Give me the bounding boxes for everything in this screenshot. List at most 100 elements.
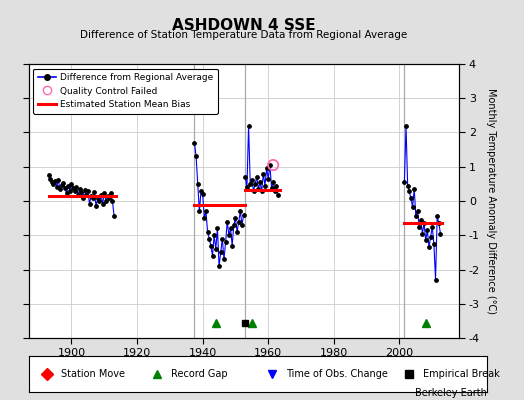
Point — [82, 192, 91, 198]
Point — [236, 208, 245, 214]
Point — [415, 224, 423, 230]
Point — [223, 218, 232, 225]
Point — [226, 225, 235, 232]
Point — [72, 184, 81, 190]
Point — [238, 222, 246, 228]
Point — [205, 236, 213, 242]
Point — [220, 256, 228, 262]
Text: Berkeley Earth: Berkeley Earth — [416, 388, 487, 398]
Point — [253, 174, 261, 180]
Point — [216, 249, 225, 256]
Point — [192, 153, 200, 160]
Point — [407, 195, 415, 202]
Point — [228, 242, 236, 249]
Point — [256, 179, 264, 185]
Point — [233, 229, 241, 235]
Point — [92, 203, 100, 209]
Point — [61, 185, 69, 191]
Point — [244, 122, 253, 129]
Point — [206, 242, 215, 249]
Point — [405, 188, 413, 195]
Point — [269, 179, 277, 185]
Point — [93, 195, 102, 202]
Point — [421, 237, 430, 244]
Point — [46, 176, 54, 182]
Point — [54, 177, 62, 184]
Point — [89, 195, 97, 202]
Point — [199, 191, 207, 197]
Point — [102, 198, 110, 204]
Point — [235, 218, 243, 225]
Point — [97, 192, 105, 198]
Y-axis label: Monthly Temperature Anomaly Difference (°C): Monthly Temperature Anomaly Difference (… — [486, 88, 496, 314]
Point — [203, 229, 212, 235]
Point — [90, 189, 99, 196]
Point — [213, 225, 222, 232]
Point — [436, 230, 445, 237]
Point — [428, 224, 436, 230]
Point — [99, 200, 107, 207]
Point — [105, 195, 113, 202]
Point — [58, 181, 66, 188]
Text: ASHDOWN 4 SSE: ASHDOWN 4 SSE — [172, 18, 315, 33]
Point — [197, 188, 205, 194]
Text: Empirical Break: Empirical Break — [423, 369, 500, 379]
Point — [230, 222, 238, 228]
Point — [218, 236, 226, 242]
Point — [75, 186, 84, 192]
Text: Time of Obs. Change: Time of Obs. Change — [286, 369, 387, 379]
Point — [64, 182, 72, 189]
Point — [215, 263, 223, 269]
Point — [239, 212, 248, 218]
Point — [254, 186, 263, 192]
Point — [95, 198, 104, 204]
Point — [51, 178, 59, 184]
Point — [410, 186, 418, 192]
Point — [222, 239, 230, 245]
Point — [431, 276, 440, 283]
Point — [261, 182, 269, 189]
Point — [249, 188, 258, 194]
Point — [266, 162, 274, 168]
Point — [434, 220, 443, 226]
Point — [106, 190, 115, 197]
Point — [418, 230, 427, 237]
Point — [241, 174, 249, 180]
Point — [269, 162, 277, 168]
Point — [400, 179, 409, 185]
Point — [71, 188, 79, 195]
Point — [231, 215, 239, 221]
Text: Station Move: Station Move — [61, 369, 125, 379]
Point — [193, 181, 202, 187]
Point — [420, 220, 428, 226]
Point — [270, 188, 279, 195]
Point — [259, 170, 268, 177]
Point — [49, 181, 58, 187]
Point — [209, 253, 217, 259]
Point — [257, 188, 266, 195]
Legend: Difference from Regional Average, Quality Control Failed, Estimated Station Mean: Difference from Regional Average, Qualit… — [34, 68, 218, 114]
Point — [423, 227, 432, 233]
Point — [272, 182, 281, 189]
Point — [427, 234, 435, 240]
Point — [403, 182, 412, 189]
Point — [433, 213, 441, 220]
Text: Difference of Station Temperature Data from Regional Average: Difference of Station Temperature Data f… — [80, 30, 407, 40]
Point — [79, 194, 87, 201]
Point — [246, 181, 255, 187]
Point — [267, 185, 276, 191]
Point — [67, 181, 75, 187]
Point — [103, 193, 112, 199]
Point — [225, 232, 233, 238]
Point — [66, 188, 74, 194]
Point — [251, 181, 259, 187]
Point — [87, 193, 95, 199]
Point — [430, 241, 438, 247]
Point — [263, 165, 271, 172]
Point — [59, 180, 68, 186]
Point — [77, 189, 85, 196]
Point — [52, 184, 61, 190]
Point — [248, 177, 256, 184]
Point — [56, 186, 64, 192]
Point — [200, 215, 209, 221]
